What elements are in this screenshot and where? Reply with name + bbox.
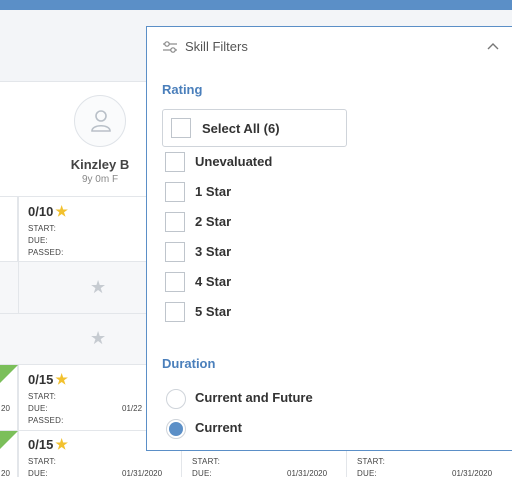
score-value: 0/15	[28, 437, 54, 452]
panel-header[interactable]: Skill Filters	[147, 27, 512, 67]
grid-divider	[346, 442, 347, 477]
star-outline-icon[interactable]: ★	[90, 328, 107, 348]
chevron-up-icon[interactable]	[487, 41, 499, 51]
star-icon: ★	[55, 203, 68, 219]
duration-option-label: Current and Future	[195, 390, 313, 405]
select-all-option[interactable]: Select All (6)	[162, 109, 347, 147]
score-value: 0/10	[28, 204, 54, 219]
due-label: DUE:	[28, 469, 48, 477]
date-fragment: 20	[1, 469, 10, 477]
empty-row	[0, 262, 146, 314]
skill-score[interactable]: 0/15 ★	[28, 371, 68, 388]
due-date: 01/31/2020	[122, 469, 163, 477]
avatar[interactable]	[74, 95, 126, 147]
passed-label: PASSED:	[28, 416, 64, 425]
checkbox-2-star[interactable]	[165, 212, 185, 232]
row-divider	[0, 196, 146, 197]
rating-option-label: 4 Star	[195, 274, 232, 289]
duration-section-label: Duration	[162, 356, 216, 371]
student-name: Kinzley B	[70, 157, 130, 172]
duration-option-label: Current	[195, 420, 242, 435]
select-all-checkbox[interactable]	[171, 118, 191, 138]
passed-label: PASSED:	[28, 248, 64, 257]
start-label: START:	[357, 457, 386, 466]
star-icon: ★	[55, 436, 68, 452]
date-fragment: 20	[1, 404, 10, 413]
start-label: START:	[28, 392, 57, 401]
start-label: START:	[28, 457, 57, 466]
due-label: DUE:	[192, 469, 212, 477]
checkbox-1-star[interactable]	[165, 182, 185, 202]
score-value: 0/15	[28, 372, 54, 387]
select-all-label: Select All (6)	[202, 121, 280, 136]
skills-grid: Kinzley B 9y 0m F 0/10 ★ START: DUE: PASS…	[0, 82, 512, 477]
panel-title: Skill Filters	[185, 39, 248, 54]
skill-score[interactable]: 0/10 ★	[28, 203, 68, 220]
top-bar	[0, 0, 512, 10]
due-date: 01/22	[122, 404, 143, 413]
row-divider	[0, 261, 146, 262]
due-label: DUE:	[28, 236, 48, 245]
row-divider	[0, 430, 146, 431]
start-label: START:	[192, 457, 221, 466]
checkbox-unevaluated[interactable]	[165, 152, 185, 172]
star-icon: ★	[55, 371, 68, 387]
empty-row	[0, 314, 146, 364]
grid-divider	[181, 442, 182, 477]
due-label: DUE:	[28, 404, 48, 413]
rating-option-label: 1 Star	[195, 184, 232, 199]
rating-option-label: 2 Star	[195, 214, 232, 229]
checkbox-4-star[interactable]	[165, 272, 185, 292]
due-label: DUE:	[357, 469, 377, 477]
radio-current[interactable]	[166, 419, 186, 439]
rating-option-label: Unevaluated	[195, 154, 273, 169]
sliders-icon	[163, 41, 177, 53]
status-marker	[0, 365, 18, 383]
user-icon	[91, 110, 111, 132]
radio-current-and-future[interactable]	[166, 389, 186, 409]
row-divider	[0, 364, 146, 365]
skill-filters-panel: Skill Filters Rating Select All (6) Unev…	[146, 26, 512, 451]
due-date: 01/31/2020	[452, 469, 493, 477]
checkbox-5-star[interactable]	[165, 302, 185, 322]
checkbox-3-star[interactable]	[165, 242, 185, 262]
status-marker	[0, 431, 18, 449]
rating-section-label: Rating	[162, 82, 203, 97]
row-divider	[0, 313, 146, 314]
start-label: START:	[28, 224, 57, 233]
rating-option-label: 3 Star	[195, 244, 232, 259]
skill-score[interactable]: 0/15 ★	[28, 436, 68, 453]
due-date: 01/31/2020	[287, 469, 328, 477]
rating-option-label: 5 Star	[195, 304, 232, 319]
star-outline-icon[interactable]: ★	[90, 277, 107, 297]
student-meta: 9y 0m F	[81, 174, 119, 185]
